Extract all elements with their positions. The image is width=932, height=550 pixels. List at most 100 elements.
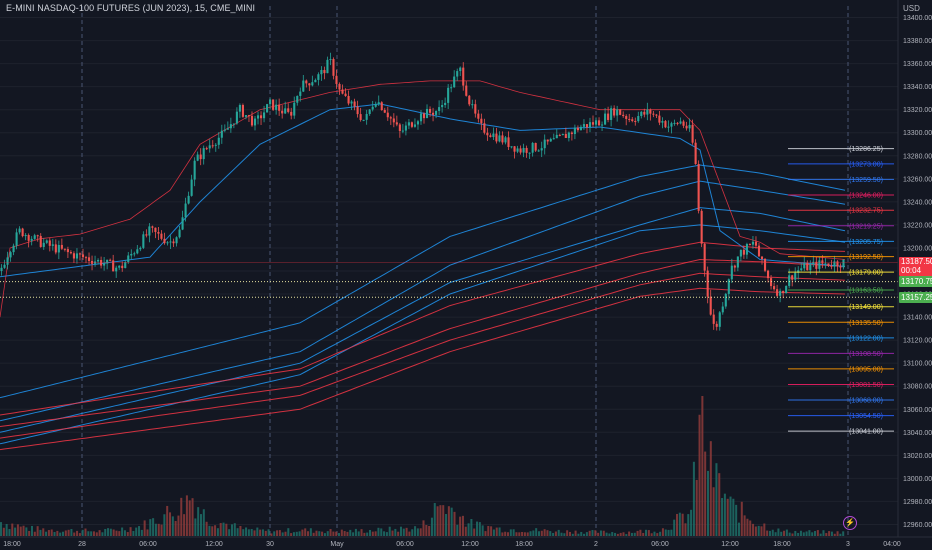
candle-body [365, 113, 368, 120]
candle-body [791, 275, 794, 280]
candle-body [133, 253, 136, 255]
candle-body [220, 130, 223, 138]
candle-body [33, 235, 36, 239]
volume-bar [371, 531, 374, 536]
candle-body [419, 113, 423, 122]
candle-body [244, 115, 248, 117]
candle-body [709, 296, 712, 315]
candle-body [118, 265, 121, 268]
candle-body [480, 118, 483, 124]
volume-bar [250, 528, 253, 536]
level-label: (13081.50) [849, 382, 883, 389]
volume-bar [98, 530, 101, 536]
volume-bar [571, 533, 574, 536]
candle-body [742, 249, 745, 255]
currency-label: USD [903, 4, 920, 13]
volume-bar [281, 532, 284, 536]
candle-body [815, 261, 818, 269]
bolt-icon[interactable]: ⚡ [843, 516, 857, 530]
candle-body [181, 217, 184, 230]
candle-body [205, 148, 208, 150]
time-axis[interactable]: 18:00 28 06:00 12:00 30 May 06:00 12:00 18:00 2 06… [0, 536, 932, 548]
volume-bar [608, 533, 611, 536]
candle-body [468, 95, 471, 105]
volume-bar [754, 526, 757, 536]
candle-body [75, 253, 79, 259]
candle-body [368, 109, 371, 114]
volume-bar [312, 532, 315, 536]
candle-body [782, 290, 785, 294]
volume-bar [690, 509, 693, 536]
volume-bar [836, 531, 839, 536]
level-lines: (13286.25) (13273.00) (13259.50) (13246.00)… [0, 146, 898, 436]
fast-ma-line [0, 103, 846, 278]
candle-body [519, 148, 522, 153]
candle-body [661, 121, 664, 123]
volume-bar [439, 505, 442, 536]
candle-body [649, 109, 652, 114]
volume-bar [647, 530, 650, 536]
volume-bar [450, 507, 453, 536]
candle-body [706, 270, 709, 297]
volume-bar [628, 531, 631, 536]
volume-bar [633, 532, 636, 536]
candle-body [597, 120, 601, 126]
candle-body [112, 260, 115, 272]
volume-bar [549, 531, 552, 536]
candle-body [634, 120, 637, 122]
volume-bar [76, 530, 79, 536]
volume-bar [419, 528, 422, 536]
candle-body [576, 127, 579, 131]
candle-body [640, 111, 643, 117]
candle-body [561, 133, 564, 136]
volume-bar [138, 526, 141, 536]
volume-bar [481, 525, 484, 536]
volume-bar [546, 530, 549, 536]
candle-body [281, 110, 284, 114]
candle-body [676, 122, 679, 124]
price-tick-label: 12960.00 [903, 522, 932, 529]
price-tick-label: 13060.00 [903, 407, 932, 414]
candle-body [275, 104, 278, 110]
volume-bar [611, 532, 614, 536]
volume-bar [326, 531, 329, 536]
candle-body [115, 267, 118, 272]
volume-bar [825, 533, 828, 536]
volume-bar [659, 531, 662, 536]
volume-bar [526, 532, 529, 536]
volume-bar [0, 522, 3, 536]
candle-body [211, 145, 214, 147]
volume-bar [470, 518, 473, 536]
volume-bar [706, 470, 709, 536]
volume-bar [802, 532, 805, 536]
time-tick-label: 04:00 [883, 541, 901, 548]
volume-bar [307, 531, 310, 536]
volume-bar [783, 530, 786, 536]
candle-body [489, 135, 492, 138]
volume-bar [563, 533, 566, 536]
candle-body [410, 122, 413, 127]
candle-body [145, 234, 148, 236]
candle-body [438, 107, 441, 111]
volume-bar [397, 531, 400, 536]
candle-body [788, 275, 791, 286]
level-label: (13179.00) [849, 270, 883, 277]
volume-bar [436, 506, 439, 536]
symbol-title[interactable]: E-MINI NASDAQ-100 FUTURES (JUN 2023), 15… [6, 3, 256, 13]
volume-bar [537, 531, 540, 536]
volume-bar [614, 532, 617, 536]
volume-bar [788, 532, 791, 536]
candle-body [549, 138, 552, 142]
volume-bar [301, 529, 304, 536]
level-label: (13149.00) [849, 304, 883, 311]
volume-bar [368, 529, 371, 536]
volume-bar [399, 526, 402, 536]
volume-bar [718, 473, 721, 536]
candle-body [45, 240, 48, 243]
volume-bar [768, 530, 771, 536]
volume-bar [264, 530, 267, 536]
candle-body [540, 148, 543, 151]
volume-bar [777, 528, 780, 536]
candle-body [522, 147, 525, 153]
